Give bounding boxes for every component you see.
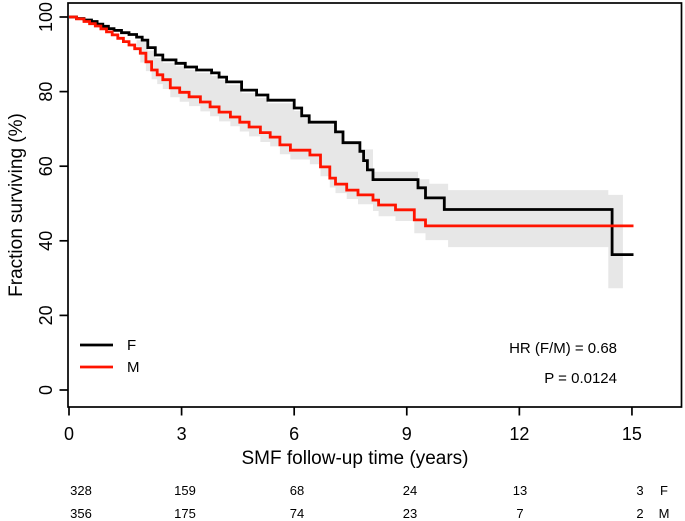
at-risk-count: 175 <box>174 506 196 521</box>
plot-frame <box>67 2 683 408</box>
at-risk-count: 2 <box>636 506 644 521</box>
annotation-p-value: P = 0.0124 <box>544 370 617 387</box>
at-risk-count: 74 <box>289 506 305 521</box>
at-risk-count: 13 <box>512 483 528 498</box>
at-risk-count: 159 <box>174 483 196 498</box>
x-tick-label: 6 <box>289 424 299 444</box>
x-tick-label: 12 <box>509 424 529 444</box>
at-risk-row-label-f: F <box>660 483 668 498</box>
y-tick-label: 40 <box>36 231 56 251</box>
at-risk-count: 23 <box>402 506 418 521</box>
at-risk-count: 356 <box>70 506 92 521</box>
at-risk-count: 68 <box>289 483 305 498</box>
x-tick-label: 15 <box>622 424 642 444</box>
y-tick-label: 80 <box>36 82 56 102</box>
y-axis-title: Fraction surviving (%) <box>6 113 27 297</box>
annotation-hazard-ratio: HR (F/M) = 0.68 <box>509 340 617 357</box>
x-tick-label: 3 <box>177 424 187 444</box>
survival-curve-m <box>69 15 634 228</box>
at-risk-count: 24 <box>402 483 418 498</box>
at-risk-row-label-m: M <box>658 506 670 521</box>
x-axis-title: SMF follow-up time (years) <box>241 448 469 469</box>
survival-curve-f <box>69 15 634 256</box>
confidence-band <box>136 40 623 289</box>
y-tick-label: 100 <box>36 2 56 32</box>
y-tick-label: 0 <box>36 385 56 395</box>
y-tick-label: 20 <box>36 305 56 325</box>
legend-label-m: M <box>127 359 140 376</box>
at-risk-count: 328 <box>70 483 92 498</box>
y-tick-label: 60 <box>36 156 56 176</box>
legend-label-f: F <box>127 337 137 354</box>
at-risk-count: 3 <box>636 483 644 498</box>
at-risk-count: 7 <box>516 506 524 521</box>
x-tick-label: 9 <box>402 424 412 444</box>
x-tick-label: 0 <box>64 424 74 444</box>
